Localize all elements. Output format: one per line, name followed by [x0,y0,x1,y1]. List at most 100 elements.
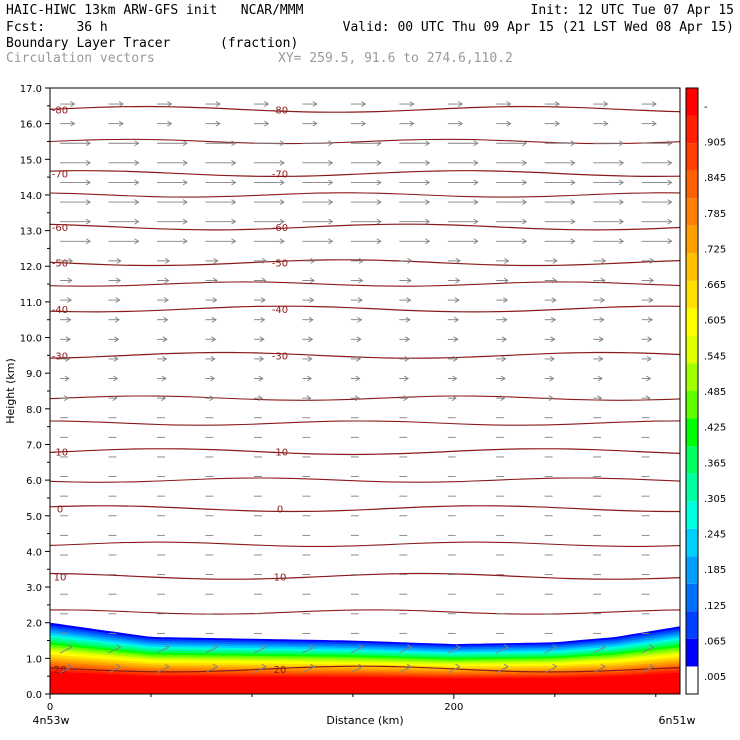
circulation-vector-head [473,140,479,147]
header-forecast-hour: Fcst: 36 h [6,20,108,35]
circulation-vector-head [70,101,76,107]
circulation-vector-head [134,199,140,205]
circulation-vector-head [502,316,508,323]
circulation-vector-head [376,140,382,147]
temperature-contour [49,448,681,456]
colorbar-cell [686,611,698,639]
y-tick-label: 14.0 [20,191,42,202]
circulation-vector-head [64,375,70,382]
colorbar-label: .305 [704,494,726,505]
circulation-vector-head [406,297,412,303]
circulation-vector-head [501,356,507,362]
contour-label: -70 [52,170,68,181]
y-tick-label: 16.0 [20,120,42,131]
circulation-vector-head [67,644,73,650]
circulation-vector-head [112,395,118,402]
circulation-vector-head [261,277,267,284]
circulation-vector-head [451,395,457,402]
circulation-vector-head [376,179,382,186]
contour-label: -50 [52,259,68,270]
circulation-vector-head [231,238,237,245]
circulation-vector-head [649,258,655,264]
circulation-vector-head [500,375,506,382]
y-tick-label: 11.0 [20,298,42,309]
contour-label: -30 [52,351,68,362]
circulation-vector-head [597,375,603,382]
colorbar-label: .605 [704,316,726,327]
circulation-vector-head [328,179,334,186]
circulation-vector-head [457,101,464,107]
circulation-vector-head [211,336,217,343]
circulation-vector-head [182,159,188,166]
circulation-vector-head [257,395,264,402]
contour-label: 0 [277,505,283,516]
circulation-vector-head [552,258,558,264]
y-tick-label: 6.0 [26,476,42,487]
colorbar-cell [686,143,698,171]
circulation-vector-head [618,218,625,225]
colorbar-label: .425 [704,423,726,434]
temperature-contour [49,305,681,313]
temperature-contour [49,665,681,673]
circulation-vector-head [570,179,576,186]
circulation-vector-head [600,663,606,670]
circulation-vector-head [409,101,415,107]
circulation-vector-head [667,179,673,186]
circulation-vector-head [261,663,267,670]
colorbar-label: .545 [704,351,726,362]
circulation-vector-head [164,277,170,284]
contour-label: -80 [272,105,288,116]
circulation-vector-head [501,336,508,343]
temperature-contour [49,223,681,231]
circulation-vector-head [213,663,219,670]
circulation-vector-head [570,159,576,166]
temperature-contour [49,420,681,426]
temperature-contour [49,505,680,513]
colorbar-cell [686,225,698,254]
circulation-vector-head [522,159,528,166]
circulation-vector-head [453,336,459,343]
y-tick-label: 3.0 [26,583,42,594]
overlay-name: Circulation vectors [6,51,155,66]
contour-label: -60 [52,223,68,234]
circulation-vector-head [309,297,315,303]
circulation-vector-head [113,375,119,382]
circulation-vector-head [554,101,560,107]
circulation-vector-head [405,316,411,323]
circulation-vector-head [404,356,410,362]
circulation-vector-head [647,336,653,343]
contour-label: 10 [54,572,67,583]
circulation-vector-head [231,199,237,205]
colorbar-cell [686,115,698,144]
circulation-vector-head [231,159,237,166]
circulation-vector-head [65,356,71,362]
colorbar-label: .845 [704,173,726,184]
circulation-vector-head [406,277,412,284]
circulation-vector-head [116,644,122,650]
circulation-vector-head [503,644,509,650]
contour-label: -60 [272,223,288,234]
colorbar-cell [686,418,698,447]
circulation-vector-head [66,316,72,323]
circulation-vector-head [646,356,652,362]
colorbar-cell [686,446,698,474]
circulation-vector-head [118,101,124,107]
y-tick-label: 10.0 [20,334,42,345]
y-tick-label: 4.0 [26,547,42,558]
y-tick-label: 2.0 [26,619,42,630]
circulation-vector-head [210,375,216,382]
colorbar-frame [685,87,699,695]
circulation-vector-head [598,356,604,362]
circulation-vector-head [618,179,625,186]
colorbar-label: .365 [704,458,726,469]
circulation-vector-head [651,120,657,127]
circulation-vector-head [70,120,76,127]
circulation-vector-head [358,663,364,670]
circulation-vector-head [182,140,188,147]
circulation-vector-head [312,101,318,107]
circulation-vector-head [600,644,606,650]
contour-label: -50 [272,259,288,270]
circulation-vector-head [473,179,479,186]
contour-label: -10 [52,448,68,459]
circulation-vector-head [403,395,409,402]
